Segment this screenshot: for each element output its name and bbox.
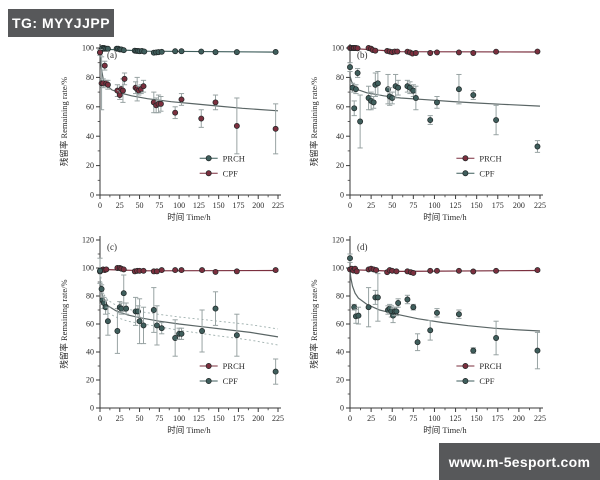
svg-text:40: 40 [86,348,94,357]
svg-text:75: 75 [155,414,163,423]
svg-text:60: 60 [336,320,344,329]
svg-text:25: 25 [367,201,375,210]
svg-text:225: 225 [534,201,546,210]
svg-text:125: 125 [450,201,462,210]
svg-text:0: 0 [348,414,352,423]
svg-text:80: 80 [336,292,344,301]
svg-text:0: 0 [90,191,94,200]
svg-text:75: 75 [409,414,417,423]
svg-text:120: 120 [332,236,344,245]
svg-text:150: 150 [471,414,483,423]
svg-text:时间 Time/h: 时间 Time/h [167,212,211,222]
watermark-header-text: TG: MYYJJPP [11,15,111,31]
svg-text:0: 0 [98,201,102,210]
svg-text:0: 0 [348,201,352,210]
svg-text:25: 25 [116,201,124,210]
svg-text:225: 225 [272,201,284,210]
svg-text:100: 100 [173,201,185,210]
svg-text:80: 80 [86,73,94,82]
svg-text:100: 100 [82,44,94,53]
svg-text:150: 150 [471,201,483,210]
svg-text:20: 20 [86,376,94,385]
watermark-footer: www.m-5esport.com [439,443,600,480]
svg-text:残留率 Remaining rate/%: 残留率 Remaining rate/% [309,279,319,368]
svg-text:175: 175 [492,414,504,423]
svg-text:100: 100 [332,264,344,273]
svg-text:CPF: CPF [479,376,494,386]
svg-text:125: 125 [450,414,462,423]
svg-text:CPF: CPF [223,376,238,386]
svg-text:PRCH: PRCH [223,361,245,371]
svg-text:时间 Time/h: 时间 Time/h [423,212,467,222]
svg-text:60: 60 [86,320,94,329]
svg-text:(a): (a) [107,50,117,60]
svg-text:175: 175 [232,201,244,210]
svg-text:残留率 Remaining rate/%: 残留率 Remaining rate/% [59,279,69,368]
svg-text:时间 Time/h: 时间 Time/h [423,425,467,435]
svg-text:100: 100 [428,201,440,210]
svg-text:60: 60 [86,102,94,111]
svg-text:80: 80 [336,73,344,82]
svg-text:(d): (d) [357,242,368,252]
svg-text:20: 20 [86,161,94,170]
svg-text:120: 120 [82,236,94,245]
svg-text:225: 225 [534,414,546,423]
svg-text:20: 20 [336,161,344,170]
svg-text:25: 25 [367,414,375,423]
svg-text:(b): (b) [357,50,368,60]
svg-text:时间 Time/h: 时间 Time/h [167,425,211,435]
svg-text:75: 75 [409,201,417,210]
svg-text:60: 60 [336,102,344,111]
svg-text:100: 100 [173,414,185,423]
svg-text:残留率 Remaining rate/%: 残留率 Remaining rate/% [59,77,69,166]
svg-text:残留率 Remaining rate/%: 残留率 Remaining rate/% [309,77,319,166]
svg-text:40: 40 [336,348,344,357]
svg-text:PRCH: PRCH [479,153,501,163]
svg-text:CPF: CPF [479,168,494,178]
svg-text:75: 75 [155,201,163,210]
svg-text:100: 100 [82,264,94,273]
svg-text:100: 100 [428,414,440,423]
watermark-footer-text: www.m-5esport.com [448,453,591,470]
svg-text:CPF: CPF [223,168,238,178]
svg-text:0: 0 [340,191,344,200]
svg-text:(c): (c) [107,242,117,252]
svg-text:150: 150 [213,414,225,423]
svg-text:50: 50 [388,201,396,210]
svg-text:125: 125 [193,414,205,423]
svg-text:175: 175 [492,201,504,210]
svg-text:40: 40 [336,132,344,141]
svg-text:100: 100 [332,44,344,53]
svg-text:20: 20 [336,376,344,385]
svg-text:40: 40 [86,132,94,141]
svg-text:50: 50 [388,414,396,423]
svg-text:200: 200 [252,414,264,423]
svg-text:PRCH: PRCH [479,361,501,371]
svg-text:50: 50 [136,414,144,423]
svg-text:0: 0 [98,414,102,423]
watermark-header: TG: MYYJJPP [8,9,114,37]
svg-text:200: 200 [252,201,264,210]
svg-text:0: 0 [90,404,94,413]
svg-text:200: 200 [513,414,525,423]
svg-text:225: 225 [272,414,284,423]
svg-text:80: 80 [86,292,94,301]
svg-text:200: 200 [513,201,525,210]
svg-text:PRCH: PRCH [223,153,245,163]
svg-text:50: 50 [136,201,144,210]
svg-text:125: 125 [193,201,205,210]
svg-text:0: 0 [340,404,344,413]
svg-text:25: 25 [116,414,124,423]
svg-text:150: 150 [213,201,225,210]
svg-text:175: 175 [232,414,244,423]
